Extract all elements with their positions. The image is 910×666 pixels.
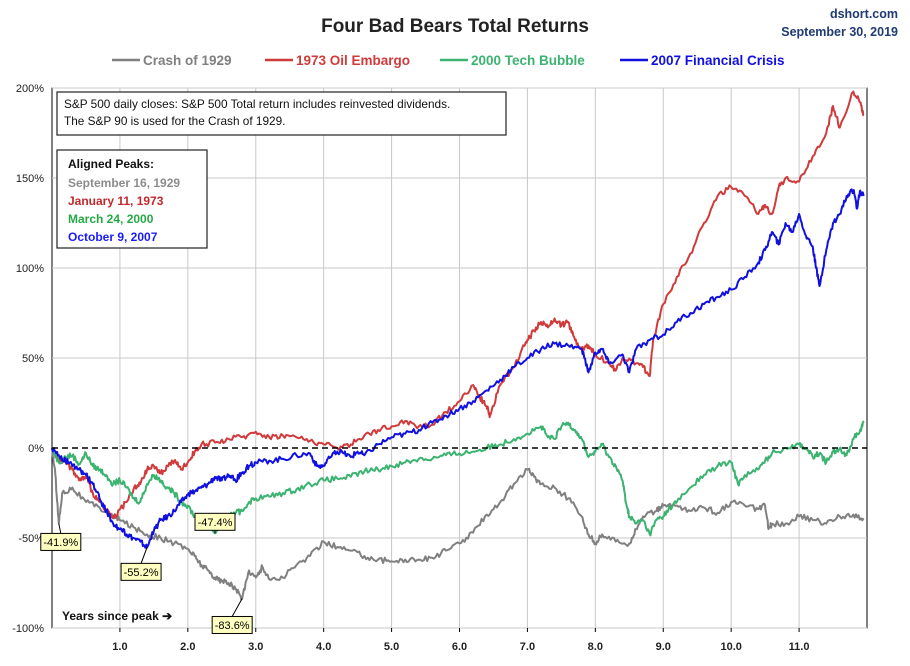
y-tick-label: -100% bbox=[12, 623, 44, 635]
y-tick-label: 200% bbox=[16, 83, 44, 95]
annotation-leader bbox=[231, 598, 243, 617]
peaks-title: Aligned Peaks: bbox=[68, 157, 154, 171]
annotation-label: -47.4% bbox=[198, 517, 233, 529]
series-group bbox=[51, 90, 865, 601]
peaks-frame bbox=[56, 149, 208, 249]
y-tick-label: 100% bbox=[16, 263, 44, 275]
note-line: The S&P 90 is used for the Crash of 1929… bbox=[64, 114, 285, 128]
x-tick-label: 9.0 bbox=[656, 641, 671, 653]
legend-label: 1973 Oil Embargo bbox=[296, 53, 410, 68]
date-label: September 30, 2019 bbox=[781, 25, 898, 39]
legend: Crash of 1929 1973 Oil Embargo 2000 Tech B… bbox=[112, 53, 785, 68]
note-frame bbox=[56, 91, 507, 136]
source-label: dshort.com bbox=[830, 7, 898, 21]
x-tick-label: 11.0 bbox=[789, 641, 810, 653]
x-axis-label: Years since peak ➔ bbox=[62, 609, 172, 623]
annotations: -41.9% -55.2% -47.4% -83.6% bbox=[40, 512, 253, 634]
y-tick-label: 0% bbox=[28, 443, 44, 455]
peak-date: October 9, 2007 bbox=[68, 230, 158, 244]
series-line bbox=[51, 447, 865, 601]
x-tick-label: 1.0 bbox=[112, 641, 127, 653]
annotation-leader bbox=[140, 547, 148, 564]
legend-label: Crash of 1929 bbox=[143, 53, 232, 68]
note-box: S&P 500 daily closes: S&P 500 Total retu… bbox=[56, 91, 507, 136]
x-tick-label: 4.0 bbox=[316, 641, 331, 653]
y-tick-label: 150% bbox=[16, 173, 44, 185]
peak-date: September 16, 1929 bbox=[68, 176, 180, 190]
y-tick-label: -50% bbox=[18, 533, 44, 545]
x-tick-label: 7.0 bbox=[520, 641, 535, 653]
annotation-label: -55.2% bbox=[124, 567, 159, 579]
annotation-box bbox=[40, 532, 82, 551]
axes: -100% -50% 0% 50% 100% 150% 200% 1.0 2.0 3.0 4.0 5.… bbox=[12, 83, 809, 653]
annotation-box bbox=[120, 562, 162, 581]
x-tick-label: 10.0 bbox=[720, 641, 741, 653]
x-tick-label: 6.0 bbox=[452, 641, 467, 653]
y-tick-label: 50% bbox=[22, 353, 44, 365]
annotation-leader bbox=[58, 523, 62, 534]
x-tick-label: 8.0 bbox=[588, 641, 603, 653]
legend-label: 2007 Financial Crisis bbox=[651, 53, 785, 68]
series-line bbox=[51, 90, 865, 520]
chart-title: Four Bad Bears Total Returns bbox=[321, 16, 589, 37]
x-tick-label: 3.0 bbox=[248, 641, 263, 653]
x-tick-label: 5.0 bbox=[384, 641, 399, 653]
series-line bbox=[51, 420, 865, 537]
series-line bbox=[51, 188, 865, 549]
annotation-box bbox=[211, 615, 253, 634]
annotation-label: -83.6% bbox=[215, 620, 250, 632]
peaks-box: Aligned Peaks: September 16, 1929 January … bbox=[56, 149, 208, 249]
annotation-label: -41.9% bbox=[43, 537, 78, 549]
note-line: S&P 500 daily closes: S&P 500 Total retu… bbox=[64, 97, 450, 111]
peak-date: March 24, 2000 bbox=[68, 212, 154, 226]
peak-date: January 11, 1973 bbox=[68, 194, 164, 208]
legend-label: 2000 Tech Bubble bbox=[471, 53, 585, 68]
x-tick-label: 2.0 bbox=[180, 641, 195, 653]
annotation-box bbox=[194, 512, 236, 531]
